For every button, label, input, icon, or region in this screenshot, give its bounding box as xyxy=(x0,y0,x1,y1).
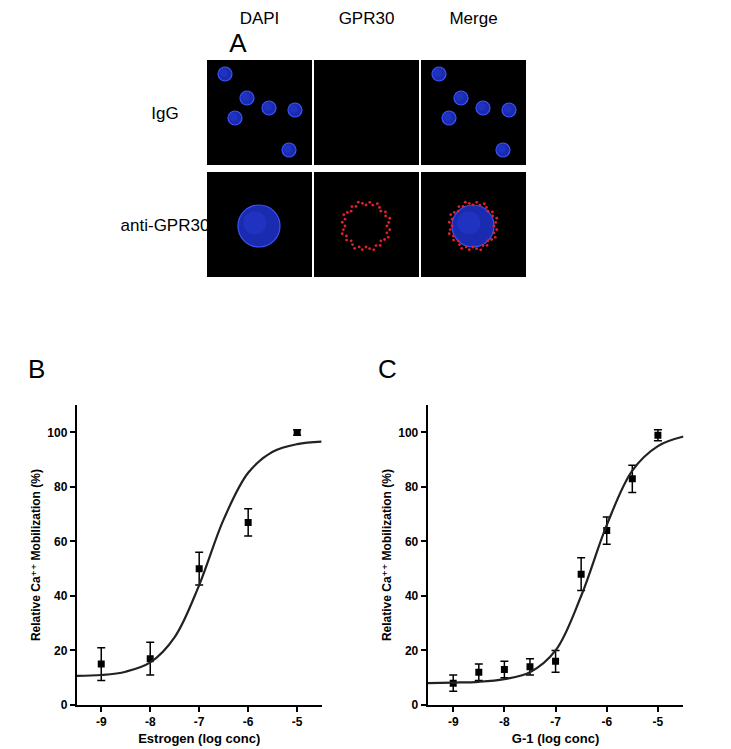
svg-text:GPR30: GPR30 xyxy=(339,9,395,28)
svg-text:-8: -8 xyxy=(145,715,156,729)
svg-text:0: 0 xyxy=(61,698,68,712)
svg-text:A: A xyxy=(229,28,247,58)
svg-text:-5: -5 xyxy=(653,715,664,729)
svg-text:DAPI: DAPI xyxy=(240,9,280,28)
svg-text:C: C xyxy=(378,354,397,384)
svg-text:G-1 (log conc): G-1 (log conc) xyxy=(512,731,599,746)
svg-text:-7: -7 xyxy=(194,715,205,729)
svg-text:-6: -6 xyxy=(243,715,254,729)
svg-text:40: 40 xyxy=(405,589,419,603)
svg-text:Merge: Merge xyxy=(449,9,497,28)
svg-text:100: 100 xyxy=(398,426,418,440)
svg-text:-5: -5 xyxy=(292,715,303,729)
svg-text:-9: -9 xyxy=(448,715,459,729)
svg-text:Estrogen (log conc): Estrogen (log conc) xyxy=(138,731,260,746)
svg-text:B: B xyxy=(28,354,45,384)
svg-text:20: 20 xyxy=(405,644,419,658)
svg-text:0: 0 xyxy=(412,698,419,712)
svg-text:-7: -7 xyxy=(550,715,561,729)
svg-text:Relative Ca⁺⁺ Mobilization (%): Relative Ca⁺⁺ Mobilization (%) xyxy=(380,469,394,641)
svg-text:-6: -6 xyxy=(601,715,612,729)
svg-text:-8: -8 xyxy=(499,715,510,729)
svg-text:Relative Ca⁺⁺ Mobilization (%): Relative Ca⁺⁺ Mobilization (%) xyxy=(29,469,43,641)
svg-text:80: 80 xyxy=(54,480,68,494)
svg-text:40: 40 xyxy=(54,589,68,603)
svg-text:60: 60 xyxy=(54,535,68,549)
svg-text:-9: -9 xyxy=(96,715,107,729)
svg-text:80: 80 xyxy=(405,480,419,494)
svg-text:anti-GPR30: anti-GPR30 xyxy=(121,216,210,235)
svg-text:100: 100 xyxy=(47,426,67,440)
svg-text:20: 20 xyxy=(54,644,68,658)
svg-text:60: 60 xyxy=(405,535,419,549)
svg-text:IgG: IgG xyxy=(151,104,178,123)
